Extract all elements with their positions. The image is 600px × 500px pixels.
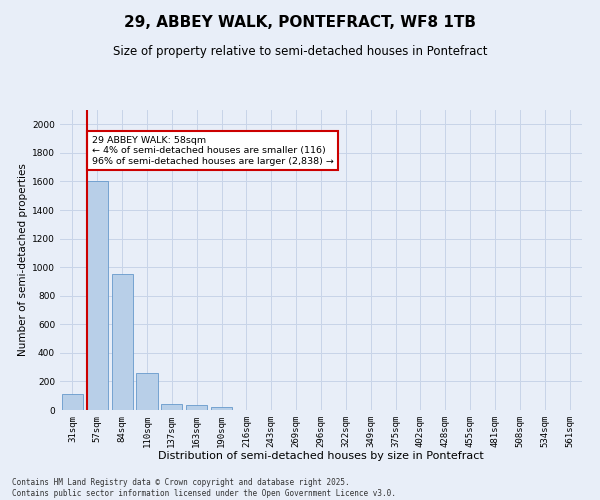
Bar xyxy=(161,404,182,410)
Text: 29, ABBEY WALK, PONTEFRACT, WF8 1TB: 29, ABBEY WALK, PONTEFRACT, WF8 1TB xyxy=(124,15,476,30)
Bar xyxy=(136,373,158,410)
Y-axis label: Number of semi-detached properties: Number of semi-detached properties xyxy=(18,164,28,356)
Bar xyxy=(87,182,108,410)
Bar xyxy=(186,405,207,410)
Text: Contains HM Land Registry data © Crown copyright and database right 2025.
Contai: Contains HM Land Registry data © Crown c… xyxy=(12,478,396,498)
Bar xyxy=(112,274,133,410)
X-axis label: Distribution of semi-detached houses by size in Pontefract: Distribution of semi-detached houses by … xyxy=(158,452,484,462)
Text: 29 ABBEY WALK: 58sqm
← 4% of semi-detached houses are smaller (116)
96% of semi-: 29 ABBEY WALK: 58sqm ← 4% of semi-detach… xyxy=(92,136,334,166)
Text: Size of property relative to semi-detached houses in Pontefract: Size of property relative to semi-detach… xyxy=(113,45,487,58)
Bar xyxy=(211,407,232,410)
Bar xyxy=(62,394,83,410)
